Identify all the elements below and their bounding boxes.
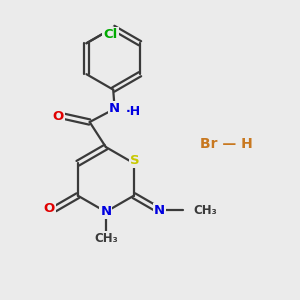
Text: CH₃: CH₃ <box>193 204 217 217</box>
Text: N: N <box>100 205 111 218</box>
Text: Cl: Cl <box>103 28 118 41</box>
Text: N: N <box>109 102 120 115</box>
Text: Br — H: Br — H <box>200 137 253 151</box>
Text: S: S <box>130 154 139 167</box>
Text: N: N <box>154 204 165 217</box>
Text: ·H: ·H <box>126 105 141 118</box>
Text: CH₃: CH₃ <box>94 232 118 245</box>
Text: O: O <box>43 202 55 215</box>
Text: O: O <box>52 110 64 123</box>
